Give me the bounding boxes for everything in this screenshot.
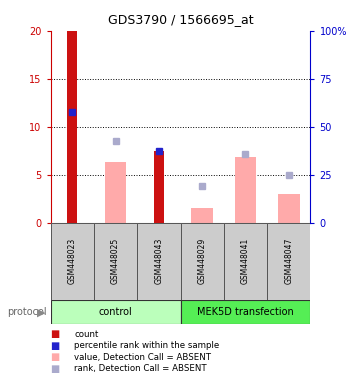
FancyBboxPatch shape bbox=[51, 223, 94, 300]
Bar bbox=[105, 162, 126, 223]
FancyBboxPatch shape bbox=[267, 223, 310, 300]
Text: percentile rank within the sample: percentile rank within the sample bbox=[74, 341, 219, 350]
FancyBboxPatch shape bbox=[94, 223, 137, 300]
Text: ■: ■ bbox=[51, 352, 60, 362]
Text: GSM448041: GSM448041 bbox=[241, 238, 250, 284]
Text: rank, Detection Call = ABSENT: rank, Detection Call = ABSENT bbox=[74, 364, 206, 373]
Text: GSM448043: GSM448043 bbox=[155, 238, 163, 284]
Text: protocol: protocol bbox=[7, 307, 47, 317]
Text: GSM448023: GSM448023 bbox=[68, 238, 77, 284]
Text: MEK5D transfection: MEK5D transfection bbox=[197, 307, 294, 317]
Bar bbox=[191, 208, 213, 223]
FancyBboxPatch shape bbox=[51, 300, 180, 324]
Text: GSM448025: GSM448025 bbox=[111, 238, 120, 284]
Text: GSM448029: GSM448029 bbox=[198, 238, 206, 284]
Text: GSM448047: GSM448047 bbox=[284, 238, 293, 284]
Bar bbox=[68, 31, 77, 223]
Bar bbox=[154, 151, 164, 223]
Text: GDS3790 / 1566695_at: GDS3790 / 1566695_at bbox=[108, 13, 253, 26]
Text: ■: ■ bbox=[51, 341, 60, 351]
FancyBboxPatch shape bbox=[180, 223, 224, 300]
FancyBboxPatch shape bbox=[180, 300, 310, 324]
FancyBboxPatch shape bbox=[137, 223, 180, 300]
Bar bbox=[278, 194, 300, 223]
Text: ▶: ▶ bbox=[37, 307, 46, 317]
Text: ■: ■ bbox=[51, 364, 60, 374]
FancyBboxPatch shape bbox=[224, 223, 267, 300]
Text: ■: ■ bbox=[51, 329, 60, 339]
Text: count: count bbox=[74, 329, 99, 339]
Text: control: control bbox=[99, 307, 132, 317]
Text: value, Detection Call = ABSENT: value, Detection Call = ABSENT bbox=[74, 353, 211, 362]
Bar bbox=[235, 157, 256, 223]
